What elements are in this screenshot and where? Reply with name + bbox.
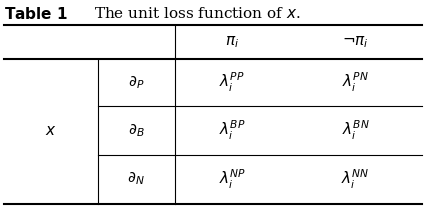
Text: The unit loss function of $x$.: The unit loss function of $x$. bbox=[94, 6, 300, 21]
Text: $\neg\pi_i$: $\neg\pi_i$ bbox=[342, 35, 369, 50]
Text: $\lambda_i^{PN}$: $\lambda_i^{PN}$ bbox=[342, 71, 369, 94]
Text: $\lambda_i^{NN}$: $\lambda_i^{NN}$ bbox=[342, 167, 370, 191]
Text: $x$: $x$ bbox=[45, 124, 57, 138]
Text: $\lambda_i^{BN}$: $\lambda_i^{BN}$ bbox=[342, 119, 370, 142]
Text: $\lambda_i^{NP}$: $\lambda_i^{NP}$ bbox=[219, 167, 246, 191]
Text: $\mathbf{Table\ 1}$: $\mathbf{Table\ 1}$ bbox=[4, 6, 68, 22]
Text: $\lambda_i^{PP}$: $\lambda_i^{PP}$ bbox=[219, 71, 245, 94]
Text: $\partial_P$: $\partial_P$ bbox=[128, 74, 144, 91]
Text: $\partial_N$: $\partial_N$ bbox=[127, 171, 145, 187]
Text: $\pi_i$: $\pi_i$ bbox=[225, 35, 239, 50]
Text: $\lambda_i^{BP}$: $\lambda_i^{BP}$ bbox=[219, 119, 245, 142]
Text: $\partial_B$: $\partial_B$ bbox=[128, 122, 145, 139]
